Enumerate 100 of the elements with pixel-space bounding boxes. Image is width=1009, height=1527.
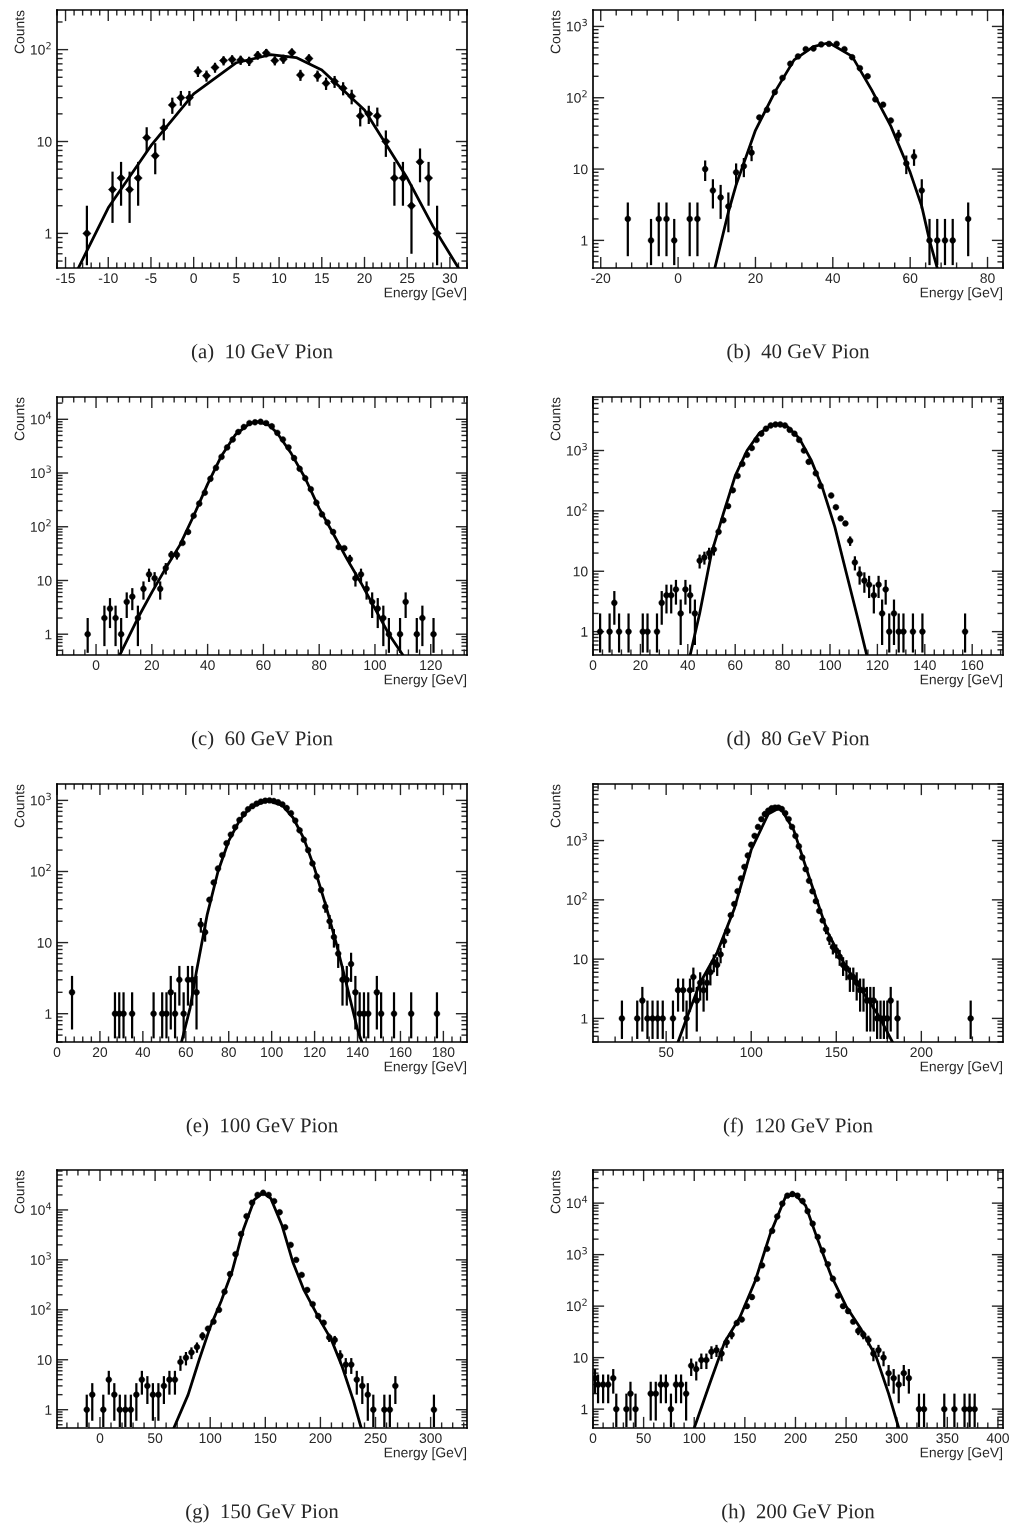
x-tick-label: 0: [53, 1047, 61, 1058]
y-tick-label: 1: [45, 1009, 52, 1019]
x-tick-label: 0: [589, 660, 597, 671]
x-tick-label: 150: [734, 1433, 756, 1444]
y-tick-label: 10$^{3}$: [566, 442, 587, 456]
x-axis-title: Energy [GeV]: [920, 1061, 1003, 1075]
x-tick-label: 160: [389, 1047, 412, 1058]
y-tick-label: 1: [45, 1405, 52, 1415]
x-tick-label: 120: [420, 660, 442, 671]
x-tick-label: 80: [312, 660, 327, 671]
x-tick-label: 20: [748, 273, 763, 284]
x-tick-label: 30: [442, 273, 458, 284]
y-tick-label: 10: [573, 954, 588, 965]
x-tick-label: 300: [419, 1433, 442, 1444]
x-tick-label: 10: [272, 273, 287, 284]
x-tick-label: 200: [784, 1433, 807, 1444]
x-tick-label: -5: [145, 273, 157, 284]
text: (e) 100 GeV Pion: [186, 1117, 338, 1137]
y-tick-label: 10$^{3}$: [30, 465, 51, 479]
text: (b) 40 GeV Pion: [727, 343, 870, 363]
x-axis-title: Energy [GeV]: [920, 287, 1003, 301]
x-tick-label: 350: [936, 1433, 959, 1444]
x-tick-label: 15: [315, 273, 329, 284]
y-tick-label: 10: [573, 1352, 588, 1363]
x-tick-label: 5: [233, 273, 240, 284]
x-tick-label: 100: [364, 660, 386, 671]
y-tick-label: 10: [37, 937, 52, 948]
y-tick-label: 1: [45, 629, 52, 640]
y-tick-label: 1: [581, 627, 588, 637]
x-tick-label: 100: [819, 660, 842, 671]
x-tick-label: 80: [221, 1047, 236, 1058]
y-tick-label: 10$^{4}$: [30, 411, 52, 425]
y-tick-label: 10$^{3}$: [30, 792, 51, 806]
x-tick-label: 100: [683, 1433, 706, 1444]
y-axis-title: Counts: [550, 10, 561, 54]
y-tick-label: 1: [581, 1404, 588, 1415]
x-tick-label: 0: [674, 273, 682, 284]
x-tick-label: 20: [144, 660, 160, 671]
y-tick-label: 10: [37, 575, 52, 586]
text: (c) 60 GeV Pion: [191, 730, 333, 750]
y-axis-title: Counts: [550, 1170, 561, 1214]
y-tick-label: 10$^{3}$: [566, 832, 587, 846]
text: (a) 10 GeV Pion: [191, 343, 333, 363]
x-tick-label: 140: [914, 660, 936, 671]
x-tick-label: 50: [636, 1433, 651, 1444]
x-tick-label: 20: [357, 273, 372, 284]
x-tick-label: 100: [199, 1433, 222, 1444]
x-axis-title: Energy [GeV]: [384, 1447, 467, 1461]
y-tick-label: 10$^{3}$: [566, 1247, 587, 1260]
text: (f) 120 GeV Pion: [723, 1117, 873, 1137]
x-tick-label: 60: [728, 660, 743, 671]
x-axis-title: Energy [GeV]: [920, 674, 1003, 688]
x-tick-label: 50: [658, 1047, 674, 1058]
x-tick-label: 100: [740, 1047, 763, 1058]
x-tick-label: 0: [96, 1433, 104, 1444]
x-tick-label: 180: [432, 1047, 455, 1058]
x-tick-label: 80: [775, 660, 790, 671]
x-tick-label: 40: [200, 660, 215, 671]
x-tick-label: 0: [589, 1433, 597, 1444]
x-tick-label: 25: [400, 273, 415, 284]
x-tick-label: 250: [364, 1433, 387, 1444]
x-tick-label: 40: [825, 273, 840, 284]
x-tick-label: -15: [56, 273, 75, 284]
x-tick-label: 120: [304, 1047, 326, 1058]
x-tick-label: 20: [633, 660, 648, 671]
x-tick-label: 60: [256, 660, 271, 671]
y-axis-title: Counts: [550, 784, 561, 828]
y-tick-label: 10: [573, 566, 588, 577]
x-tick-label: 200: [309, 1433, 332, 1444]
x-tick-label: 20: [92, 1047, 108, 1058]
y-tick-label: 10: [573, 164, 588, 175]
text: (g) 150 GeV Pion: [186, 1503, 339, 1523]
x-tick-label: 300: [885, 1433, 908, 1444]
y-tick-label: 10$^{2}$: [30, 42, 51, 55]
x-tick-label: 400: [986, 1433, 1009, 1444]
x-tick-label: 250: [835, 1433, 858, 1444]
x-axis-title: Energy [GeV]: [920, 1447, 1003, 1461]
y-tick-label: 10$^{2}$: [566, 892, 587, 905]
y-tick-label: 10$^{2}$: [30, 519, 51, 532]
y-tick-label: 10$^{2}$: [566, 90, 587, 103]
x-tick-label: 80: [980, 273, 995, 284]
x-tick-label: 150: [825, 1047, 848, 1058]
text: (h) 200 GeV Pion: [722, 1503, 875, 1523]
x-tick-label: 200: [910, 1047, 933, 1058]
y-axis-title: Counts: [14, 1170, 25, 1214]
y-axis-title: Counts: [14, 397, 25, 441]
x-tick-label: 100: [261, 1047, 283, 1058]
x-tick-label: 60: [178, 1047, 193, 1058]
y-axis-title: Counts: [550, 397, 561, 441]
y-axis-title: Counts: [14, 784, 25, 828]
y-tick-label: 1: [45, 228, 52, 239]
x-tick-label: 140: [347, 1047, 369, 1058]
y-tick-label: 10: [37, 136, 52, 147]
x-tick-label: -10: [98, 273, 118, 284]
y-tick-label: 10$^{3}$: [30, 1252, 51, 1265]
x-tick-label: -20: [591, 273, 611, 284]
x-axis-title: Energy [GeV]: [384, 1061, 467, 1075]
x-axis-title: Energy [GeV]: [384, 287, 467, 301]
y-tick-label: 1: [581, 1013, 588, 1024]
x-tick-label: 120: [866, 660, 889, 671]
